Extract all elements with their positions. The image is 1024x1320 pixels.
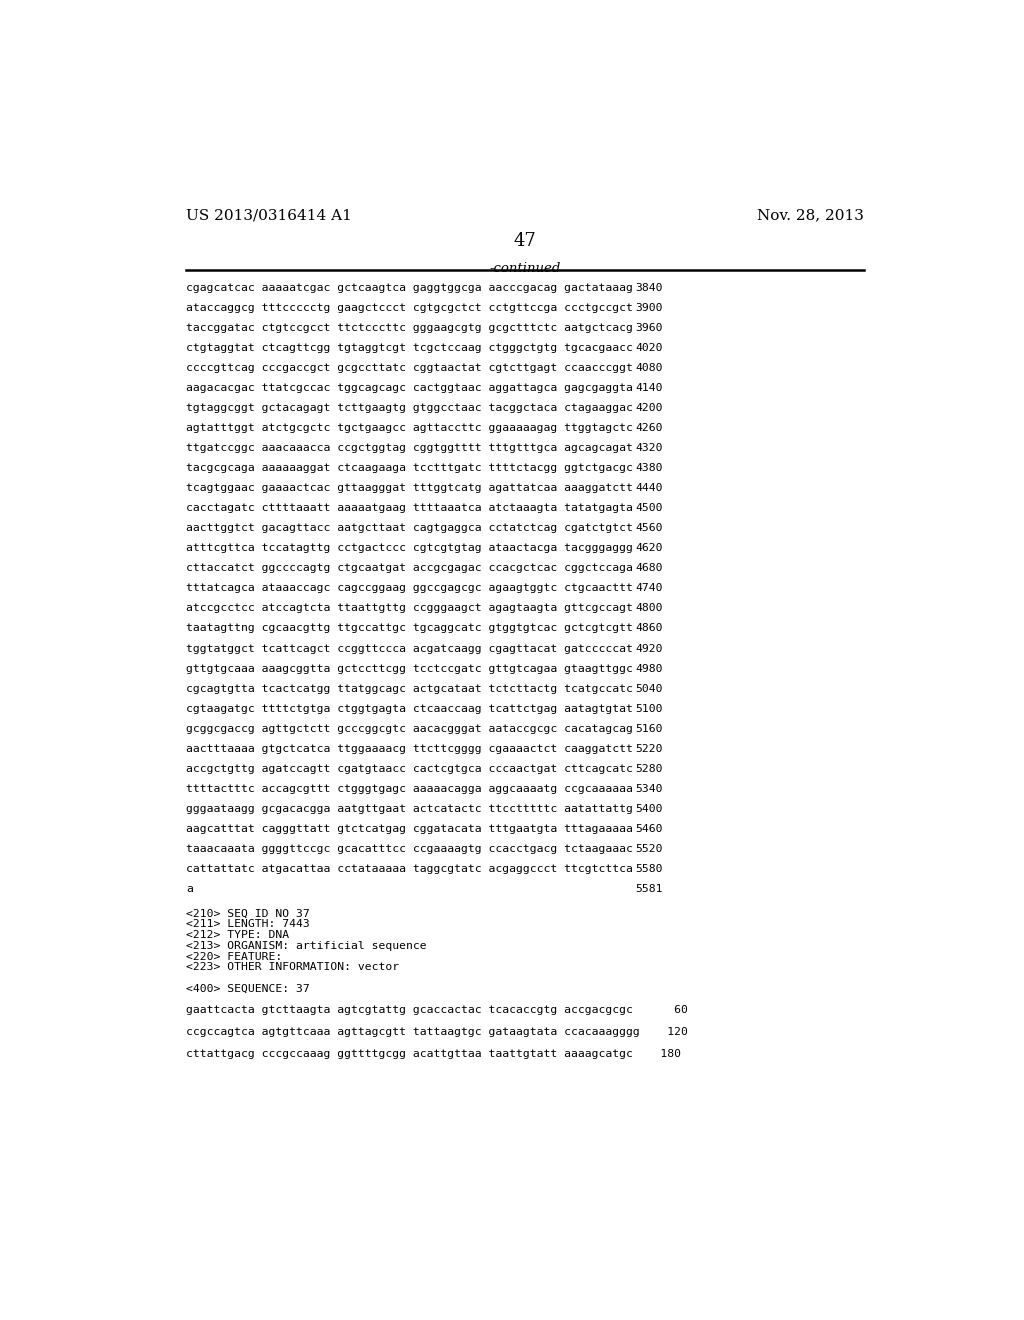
Text: tgtaggcggt gctacagagt tcttgaagtg gtggcctaac tacggctaca ctagaaggac: tgtaggcggt gctacagagt tcttgaagtg gtggcct… [186, 404, 633, 413]
Text: 5220: 5220 [636, 743, 664, 754]
Text: 4920: 4920 [636, 644, 664, 653]
Text: aacttggtct gacagttacc aatgcttaat cagtgaggca cctatctcag cgatctgtct: aacttggtct gacagttacc aatgcttaat cagtgag… [186, 524, 633, 533]
Text: accgctgttg agatccagtt cgatgtaacc cactcgtgca cccaactgat cttcagcatc: accgctgttg agatccagtt cgatgtaacc cactcgt… [186, 763, 633, 774]
Text: Nov. 28, 2013: Nov. 28, 2013 [758, 209, 864, 223]
Text: 4380: 4380 [636, 463, 664, 474]
Text: gaattcacta gtcttaagta agtcgtattg gcaccactac tcacaccgtg accgacgcgc      60: gaattcacta gtcttaagta agtcgtattg gcaccac… [186, 1006, 688, 1015]
Text: -continued: -continued [489, 263, 560, 276]
Text: ttgatccggc aaacaaacca ccgctggtag cggtggtttt tttgtttgca agcagcagat: ttgatccggc aaacaaacca ccgctggtag cggtggt… [186, 444, 633, 453]
Text: cgtaagatgc ttttctgtga ctggtgagta ctcaaccaag tcattctgag aatagtgtat: cgtaagatgc ttttctgtga ctggtgagta ctcaacc… [186, 704, 633, 714]
Text: cttattgacg cccgccaaag ggttttgcgg acattgttaa taattgtatt aaaagcatgc    180: cttattgacg cccgccaaag ggttttgcgg acattgt… [186, 1048, 681, 1059]
Text: tcagtggaac gaaaactcac gttaagggat tttggtcatg agattatcaa aaaggatctt: tcagtggaac gaaaactcac gttaagggat tttggtc… [186, 483, 633, 494]
Text: 5160: 5160 [636, 723, 664, 734]
Text: ctgtaggtat ctcagttcgg tgtaggtcgt tcgctccaag ctgggctgtg tgcacgaacc: ctgtaggtat ctcagttcgg tgtaggtcgt tcgctcc… [186, 343, 633, 354]
Text: gttgtgcaaa aaagcggtta gctccttcgg tcctccgatc gttgtcagaa gtaagttggc: gttgtgcaaa aaagcggtta gctccttcgg tcctccg… [186, 664, 633, 673]
Text: 4800: 4800 [636, 603, 664, 614]
Text: 4200: 4200 [636, 404, 664, 413]
Text: 3900: 3900 [636, 304, 664, 313]
Text: gcggcgaccg agttgctctt gcccggcgtc aacacgggat aataccgcgc cacatagcag: gcggcgaccg agttgctctt gcccggcgtc aacacgg… [186, 723, 633, 734]
Text: 4680: 4680 [636, 564, 664, 573]
Text: atccgcctcc atccagtcta ttaattgttg ccgggaagct agagtaagta gttcgccagt: atccgcctcc atccagtcta ttaattgttg ccgggaa… [186, 603, 633, 614]
Text: cacctagatc cttttaaatt aaaaatgaag ttttaaatca atctaaagta tatatgagta: cacctagatc cttttaaatt aaaaatgaag ttttaaa… [186, 503, 633, 513]
Text: aagacacgac ttatcgccac tggcagcagc cactggtaac aggattagca gagcgaggta: aagacacgac ttatcgccac tggcagcagc cactggt… [186, 383, 633, 393]
Text: <211> LENGTH: 7443: <211> LENGTH: 7443 [186, 919, 310, 929]
Text: 4560: 4560 [636, 524, 664, 533]
Text: aactttaaaa gtgctcatca ttggaaaacg ttcttcgggg cgaaaactct caaggatctt: aactttaaaa gtgctcatca ttggaaaacg ttcttcg… [186, 743, 633, 754]
Text: 4620: 4620 [636, 544, 664, 553]
Text: <213> ORGANISM: artificial sequence: <213> ORGANISM: artificial sequence [186, 941, 427, 950]
Text: gggaataagg gcgacacgga aatgttgaat actcatactc ttcctttttc aatattattg: gggaataagg gcgacacgga aatgttgaat actcata… [186, 804, 633, 813]
Text: 4080: 4080 [636, 363, 664, 374]
Text: <220> FEATURE:: <220> FEATURE: [186, 952, 283, 961]
Text: tacgcgcaga aaaaaaggat ctcaagaaga tcctttgatc ttttctacgg ggtctgacgc: tacgcgcaga aaaaaaggat ctcaagaaga tcctttg… [186, 463, 633, 474]
Text: 5520: 5520 [636, 843, 664, 854]
Text: 4980: 4980 [636, 664, 664, 673]
Text: US 2013/0316414 A1: US 2013/0316414 A1 [186, 209, 352, 223]
Text: 5400: 5400 [636, 804, 664, 813]
Text: aagcatttat cagggttatt gtctcatgag cggatacata tttgaatgta tttagaaaaa: aagcatttat cagggttatt gtctcatgag cggatac… [186, 824, 633, 834]
Text: taccggatac ctgtccgcct ttctcccttc gggaagcgtg gcgctttctc aatgctcacg: taccggatac ctgtccgcct ttctcccttc gggaagc… [186, 323, 633, 333]
Text: taaacaaata ggggttccgc gcacatttcc ccgaaaagtg ccacctgacg tctaagaaac: taaacaaata ggggttccgc gcacatttcc ccgaaaa… [186, 843, 633, 854]
Text: 5340: 5340 [636, 784, 664, 793]
Text: 47: 47 [513, 231, 537, 249]
Text: 5580: 5580 [636, 863, 664, 874]
Text: ttttactttc accagcgttt ctgggtgagc aaaaacagga aggcaaaatg ccgcaaaaaa: ttttactttc accagcgttt ctgggtgagc aaaaaca… [186, 784, 633, 793]
Text: a: a [186, 884, 193, 894]
Text: 4440: 4440 [636, 483, 664, 494]
Text: 4020: 4020 [636, 343, 664, 354]
Text: cgcagtgtta tcactcatgg ttatggcagc actgcataat tctcttactg tcatgccatc: cgcagtgtta tcactcatgg ttatggcagc actgcat… [186, 684, 633, 693]
Text: ataccaggcg tttccccctg gaagctccct cgtgcgctct cctgttccga ccctgccgct: ataccaggcg tttccccctg gaagctccct cgtgcgc… [186, 304, 633, 313]
Text: 5040: 5040 [636, 684, 664, 693]
Text: agtatttggt atctgcgctc tgctgaagcc agttaccttc ggaaaaagag ttggtagctc: agtatttggt atctgcgctc tgctgaagcc agttacc… [186, 424, 633, 433]
Text: 4140: 4140 [636, 383, 664, 393]
Text: 4860: 4860 [636, 623, 664, 634]
Text: 4740: 4740 [636, 583, 664, 594]
Text: 4260: 4260 [636, 424, 664, 433]
Text: cattattatc atgacattaa cctataaaaa taggcgtatc acgaggccct ttcgtcttca: cattattatc atgacattaa cctataaaaa taggcgt… [186, 863, 633, 874]
Text: 4320: 4320 [636, 444, 664, 453]
Text: cttaccatct ggccccagtg ctgcaatgat accgcgagac ccacgctcac cggctccaga: cttaccatct ggccccagtg ctgcaatgat accgcga… [186, 564, 633, 573]
Text: 5460: 5460 [636, 824, 664, 834]
Text: tttatcagca ataaaccagc cagccggaag ggccgagcgc agaagtggtc ctgcaacttt: tttatcagca ataaaccagc cagccggaag ggccgag… [186, 583, 633, 594]
Text: <210> SEQ ID NO 37: <210> SEQ ID NO 37 [186, 908, 310, 919]
Text: <212> TYPE: DNA: <212> TYPE: DNA [186, 929, 289, 940]
Text: ccgccagtca agtgttcaaa agttagcgtt tattaagtgc gataagtata ccacaaagggg    120: ccgccagtca agtgttcaaa agttagcgtt tattaag… [186, 1027, 688, 1038]
Text: 3960: 3960 [636, 323, 664, 333]
Text: ccccgttcag cccgaccgct gcgccttatc cggtaactat cgtcttgagt ccaacccggt: ccccgttcag cccgaccgct gcgccttatc cggtaac… [186, 363, 633, 374]
Text: 3840: 3840 [636, 284, 664, 293]
Text: atttcgttca tccatagttg cctgactccc cgtcgtgtag ataactacga tacgggaggg: atttcgttca tccatagttg cctgactccc cgtcgtg… [186, 544, 633, 553]
Text: tggtatggct tcattcagct ccggttccca acgatcaagg cgagttacat gatcccccat: tggtatggct tcattcagct ccggttccca acgatca… [186, 644, 633, 653]
Text: 5100: 5100 [636, 704, 664, 714]
Text: <400> SEQUENCE: 37: <400> SEQUENCE: 37 [186, 983, 310, 994]
Text: 5280: 5280 [636, 763, 664, 774]
Text: 5581: 5581 [636, 884, 664, 894]
Text: <223> OTHER INFORMATION: vector: <223> OTHER INFORMATION: vector [186, 962, 399, 973]
Text: taatagttng cgcaacgttg ttgccattgc tgcaggcatc gtggtgtcac gctcgtcgtt: taatagttng cgcaacgttg ttgccattgc tgcaggc… [186, 623, 633, 634]
Text: 4500: 4500 [636, 503, 664, 513]
Text: cgagcatcac aaaaatcgac gctcaagtca gaggtggcga aacccgacag gactataaag: cgagcatcac aaaaatcgac gctcaagtca gaggtgg… [186, 284, 633, 293]
